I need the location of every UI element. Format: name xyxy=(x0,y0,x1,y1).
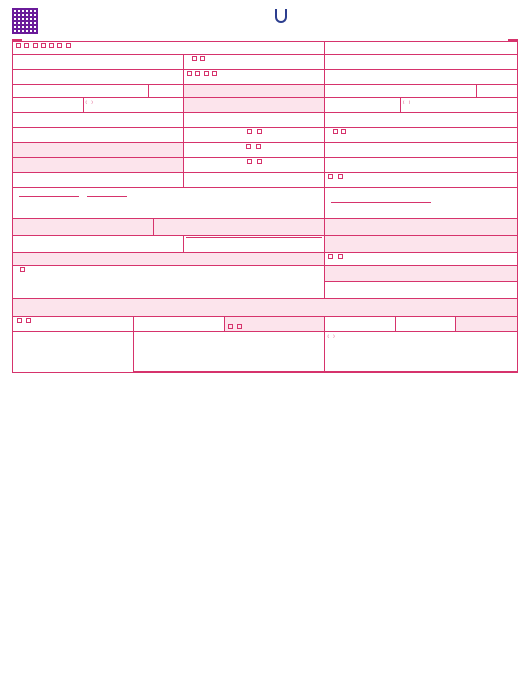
ck-10a-no[interactable] xyxy=(257,129,262,134)
ck-ssn[interactable] xyxy=(17,318,22,323)
header xyxy=(12,8,518,34)
pica-left xyxy=(12,39,22,41)
ck-sex-f[interactable] xyxy=(200,56,205,61)
claim-form-page: ( ) ( ) xyxy=(0,0,530,686)
ck-champva[interactable] xyxy=(41,43,46,48)
pica-right xyxy=(508,39,518,41)
ck-rel-other[interactable] xyxy=(212,71,217,76)
ck-20-no[interactable] xyxy=(338,254,343,259)
ck-10b-yes[interactable] xyxy=(246,144,251,149)
ck-10b-no[interactable] xyxy=(256,144,261,149)
logo-u-icon xyxy=(275,9,287,23)
ck-10a-yes[interactable] xyxy=(247,129,252,134)
form-grid: ( ) ( ) xyxy=(12,41,518,373)
box12-date-line[interactable] xyxy=(87,196,127,197)
ck-11d-yes[interactable] xyxy=(328,174,333,179)
ck-10c-yes[interactable] xyxy=(247,159,252,164)
ck-icd[interactable] xyxy=(20,267,25,272)
ck-11d-no[interactable] xyxy=(338,174,343,179)
ck-27-yes[interactable] xyxy=(228,324,233,329)
ck-feca[interactable] xyxy=(57,43,62,48)
ck-27-no[interactable] xyxy=(237,324,242,329)
qr-code-icon xyxy=(12,8,38,34)
title-row xyxy=(12,36,518,37)
ck-20-yes[interactable] xyxy=(328,254,333,259)
ck-ein[interactable] xyxy=(26,318,31,323)
ck-11a-m[interactable] xyxy=(333,129,338,134)
ck-other[interactable] xyxy=(66,43,71,48)
ck-10c-no[interactable] xyxy=(257,159,262,164)
brand-logo xyxy=(46,8,518,23)
ck-group[interactable] xyxy=(49,43,54,48)
ck-11a-f[interactable] xyxy=(341,129,346,134)
box12-sign-line[interactable] xyxy=(19,196,79,197)
ck-self[interactable] xyxy=(187,71,192,76)
ck-spouse[interactable] xyxy=(195,71,200,76)
box13-sign-line[interactable] xyxy=(331,202,431,203)
ck-sex-m[interactable] xyxy=(192,56,197,61)
ck-child[interactable] xyxy=(204,71,209,76)
